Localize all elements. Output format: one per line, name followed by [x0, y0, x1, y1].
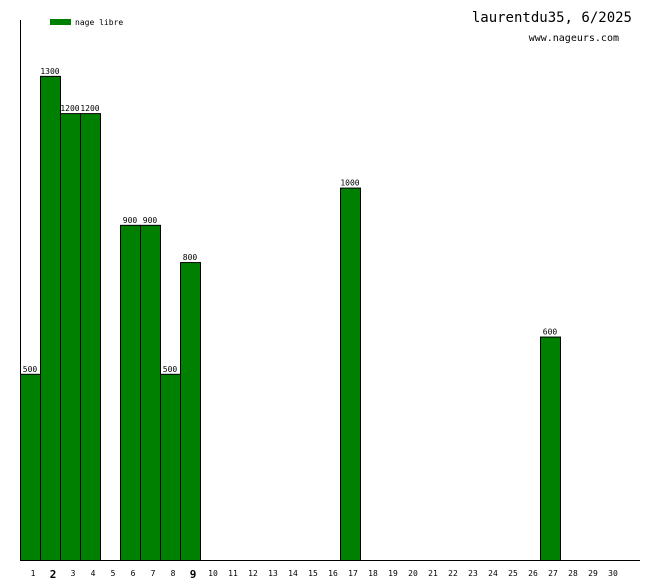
x-tick-18: 18 [368, 569, 378, 578]
x-tick-4: 4 [91, 569, 96, 578]
x-tick-22: 22 [448, 569, 458, 578]
x-tick-labels-group: 1 2 3 4 5 6 7 8 9 10 11 12 13 14 15 16 17 18 19 20 21 22 23 24 2… [31, 568, 618, 580]
legend-label: nage libre [75, 18, 123, 27]
data-label-day-9: 800 [183, 253, 198, 262]
x-tick-8: 8 [171, 569, 176, 578]
data-labels-group: 500 1300 1200 1200 900 900 500 800 1000 600 [23, 67, 558, 374]
x-tick-13: 13 [268, 569, 278, 578]
x-tick-26: 26 [528, 569, 538, 578]
data-label-day-17: 1000 [340, 179, 359, 188]
chart-subtitle: www.nageurs.com [529, 33, 619, 44]
bar-day-7 [140, 224, 161, 562]
chart-title: laurentdu35, 6/2025 [472, 10, 632, 26]
x-tick-11: 11 [228, 569, 238, 578]
data-label-day-6: 900 [123, 216, 138, 225]
x-tick-16: 16 [328, 569, 338, 578]
bar-day-27 [540, 336, 561, 561]
bar-day-1 [20, 373, 41, 561]
bar-day-2 [40, 75, 61, 562]
legend-swatch [50, 19, 71, 25]
x-tick-6: 6 [131, 569, 136, 578]
x-tick-17: 17 [348, 569, 358, 578]
x-tick-1: 1 [31, 569, 36, 578]
bars-group [20, 75, 561, 562]
x-tick-20: 20 [408, 569, 418, 578]
x-tick-3: 3 [71, 569, 76, 578]
legend: nage libre [50, 18, 123, 27]
data-label-day-4: 1200 [80, 104, 99, 113]
bar-day-8 [160, 373, 181, 561]
x-tick-29: 29 [588, 569, 598, 578]
data-label-day-8: 500 [163, 365, 178, 374]
bar-day-9 [180, 262, 201, 561]
x-tick-19: 19 [388, 569, 398, 578]
bar-day-6 [120, 224, 141, 562]
x-tick-9: 9 [190, 568, 197, 580]
bar-day-4 [80, 113, 101, 561]
data-label-day-1: 500 [23, 365, 38, 374]
x-tick-30: 30 [608, 569, 618, 578]
x-tick-7: 7 [151, 569, 156, 578]
x-tick-15: 15 [308, 569, 318, 578]
bar-day-17 [340, 187, 361, 561]
data-label-day-3: 1200 [60, 104, 79, 113]
bar-day-3 [60, 113, 81, 561]
x-tick-28: 28 [568, 569, 578, 578]
data-label-day-2: 1300 [40, 67, 59, 76]
x-tick-2: 2 [50, 568, 57, 580]
x-tick-5: 5 [111, 569, 116, 578]
data-label-day-7: 900 [143, 216, 158, 225]
x-tick-23: 23 [468, 569, 478, 578]
x-tick-27: 27 [548, 569, 558, 578]
x-tick-25: 25 [508, 569, 518, 578]
x-tick-24: 24 [488, 569, 498, 578]
x-tick-21: 21 [428, 569, 438, 578]
x-tick-14: 14 [288, 569, 298, 578]
x-tick-12: 12 [248, 569, 258, 578]
x-tick-10: 10 [208, 569, 218, 578]
data-label-day-27: 600 [543, 328, 558, 337]
